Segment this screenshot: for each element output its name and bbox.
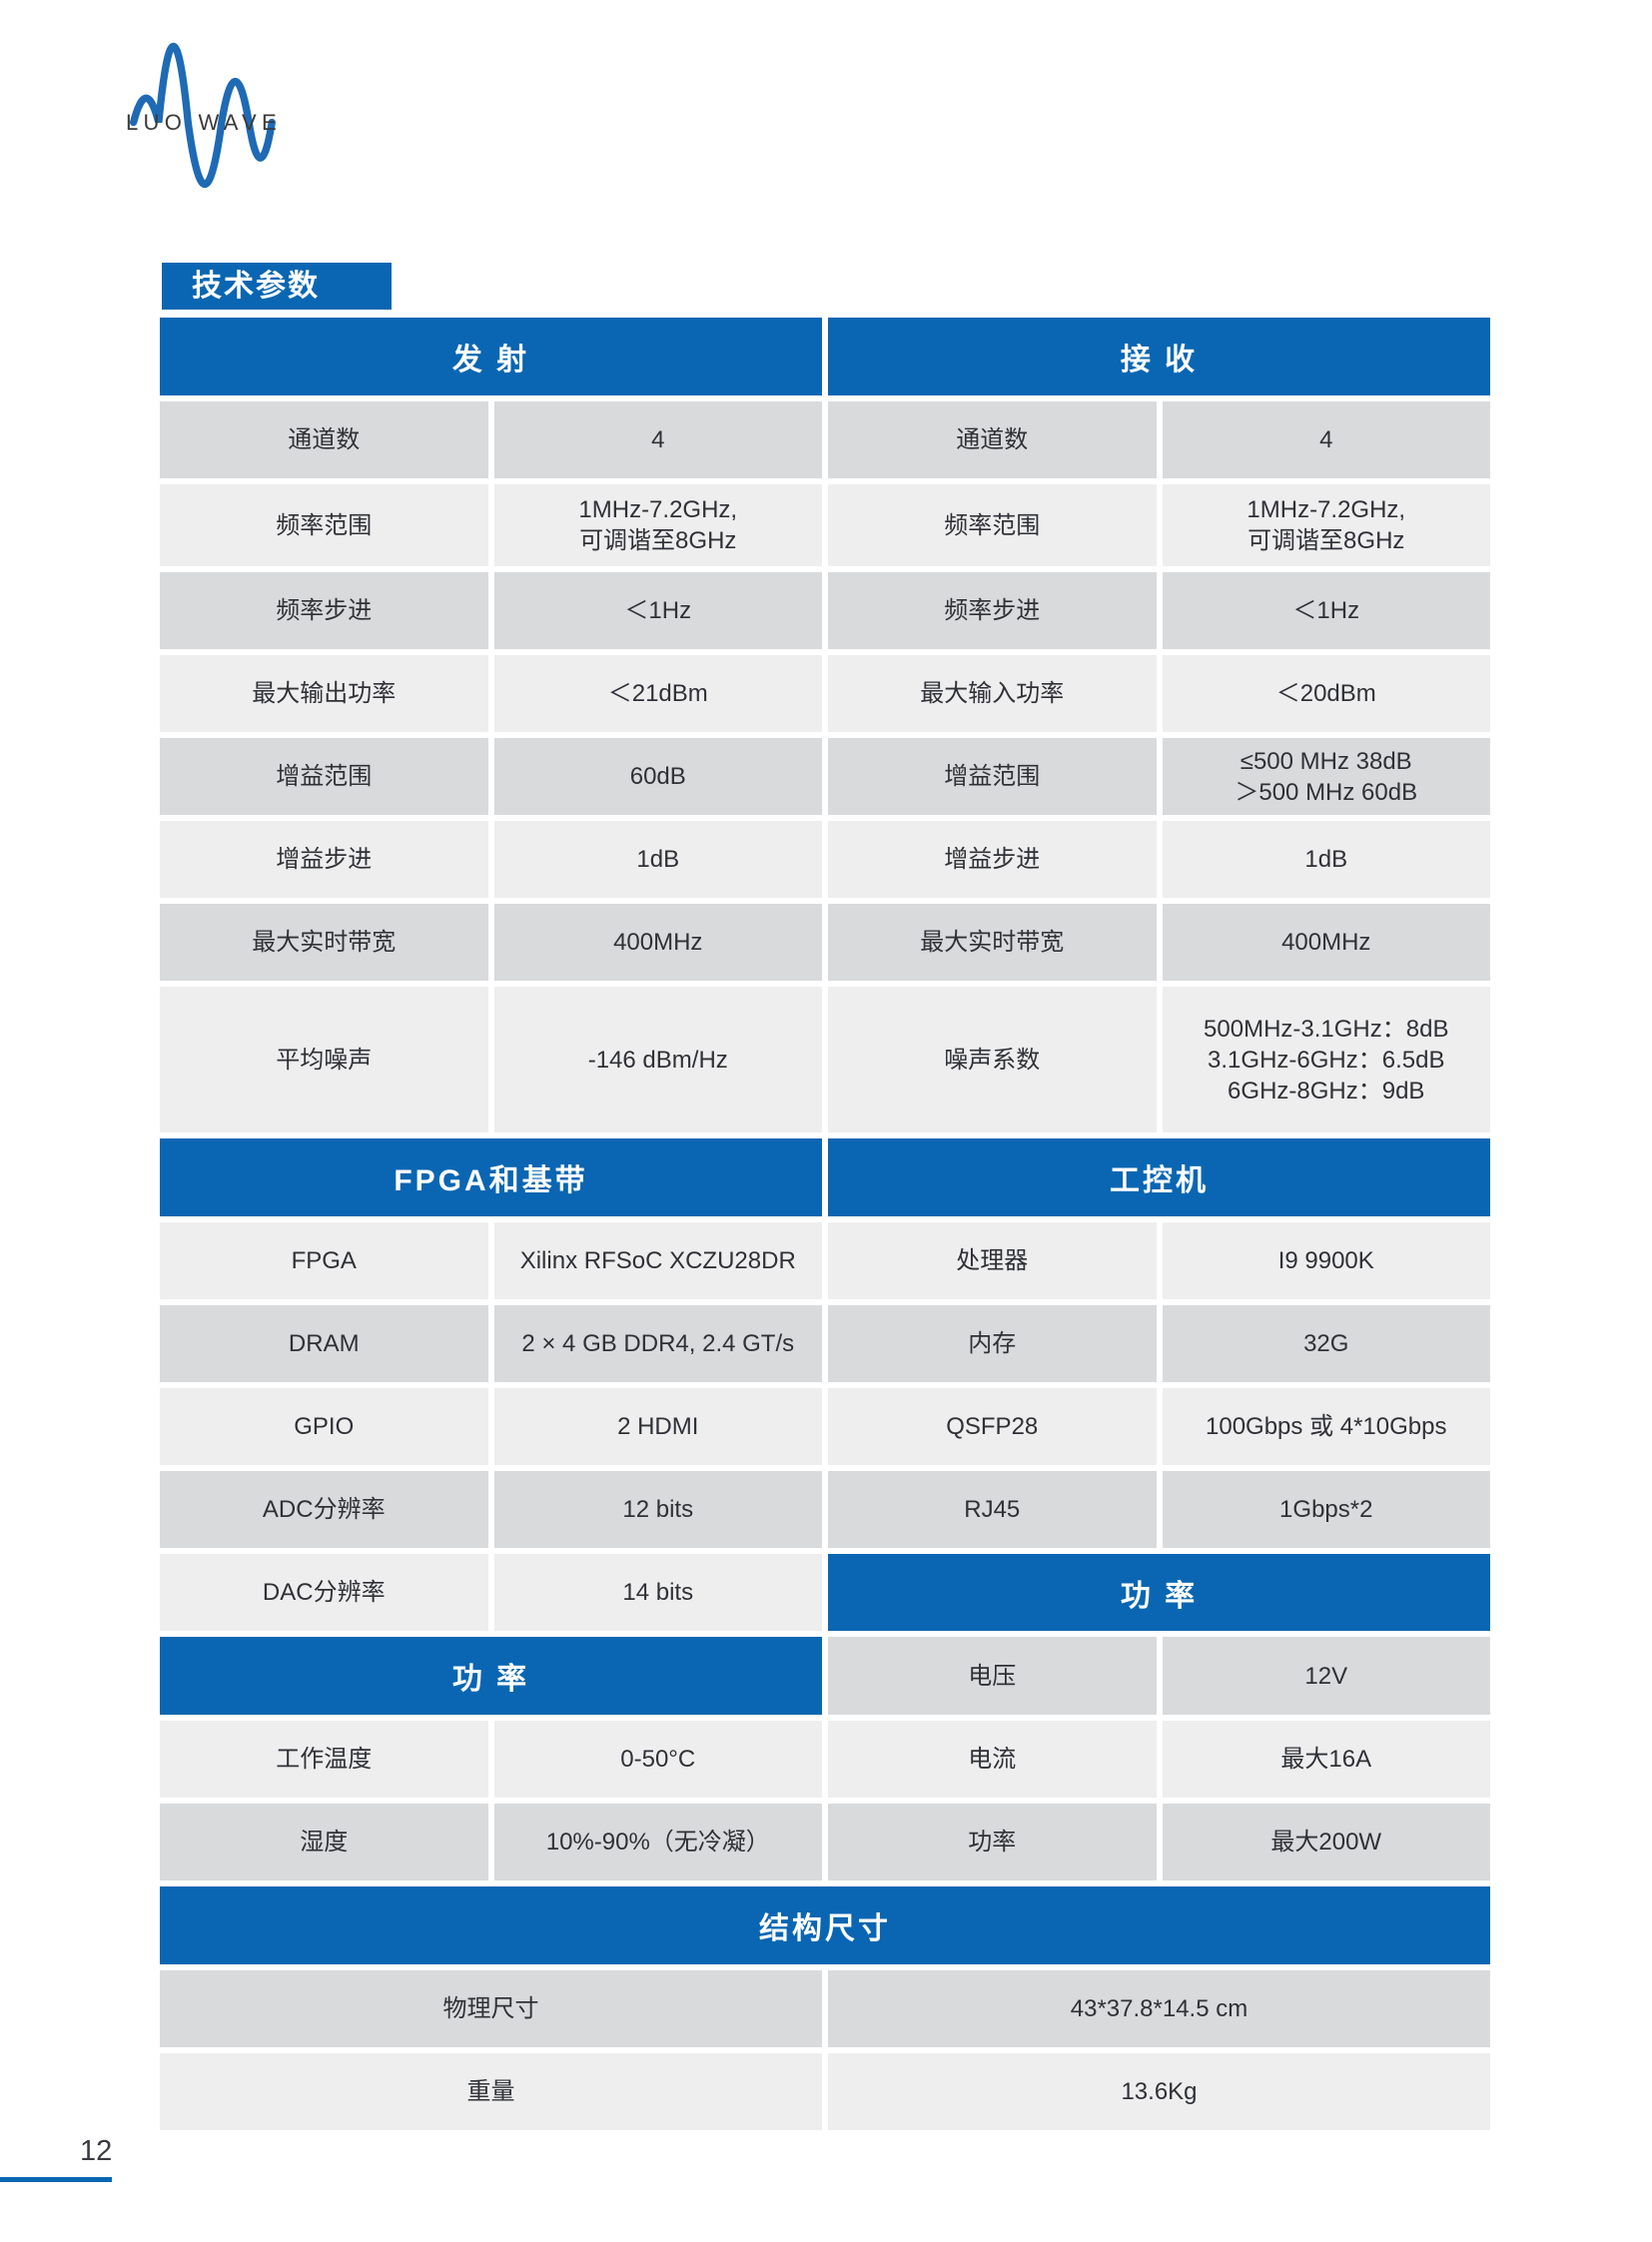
fpga-header: FPGA和基带 [160, 1138, 822, 1216]
spec-label: 功率 [828, 1804, 1157, 1880]
spec-value: 43*37.8*14.5 cm [828, 1970, 1490, 2047]
spec-label: 通道数 [828, 401, 1157, 478]
spec-label: 通道数 [160, 401, 488, 478]
spec-label: 工作温度 [160, 1721, 488, 1798]
spec-value: 12V [1162, 1637, 1490, 1715]
spec-value: ＜1Hz [1162, 572, 1490, 649]
spec-label: 增益范围 [828, 738, 1157, 815]
spec-value: 500MHz-3.1GHz：8dB 3.1GHz-6GHz：6.5dB 6GHz… [1162, 987, 1490, 1132]
env-header: 功 率 [160, 1637, 822, 1715]
spec-label: 增益范围 [160, 738, 488, 815]
spec-value: ＜21dBm [493, 655, 822, 732]
spec-label: 频率步进 [160, 572, 488, 649]
spec-label: 电压 [828, 1637, 1157, 1715]
spec-value: Xilinx RFSoC XCZU28DR [493, 1222, 822, 1299]
spec-label: ADC分辨率 [160, 1471, 488, 1548]
section-title-badge: 技术参数 [162, 263, 392, 310]
spec-value: 32G [1162, 1305, 1490, 1382]
spec-value: I9 9900K [1162, 1222, 1490, 1299]
spec-label: 频率步进 [828, 572, 1157, 649]
spec-value: 4 [493, 401, 822, 478]
power-header: 功 率 [828, 1554, 1490, 1631]
spec-value: 13.6Kg [828, 2053, 1490, 2130]
spec-value: 400MHz [493, 904, 822, 981]
tx-header: 发 射 [160, 318, 822, 395]
spec-value: -146 dBm/Hz [493, 987, 822, 1132]
rx-header: 接 收 [828, 318, 1490, 395]
luowave-logo: LUO WAVE [126, 43, 282, 189]
wave-icon [129, 43, 276, 189]
spec-label: DAC分辨率 [160, 1554, 488, 1631]
spec-label: 频率范围 [828, 484, 1157, 566]
spec-label: DRAM [160, 1305, 488, 1382]
spec-label: 平均噪声 [160, 987, 488, 1132]
spec-value: 4 [1162, 401, 1490, 478]
spec-label: 增益步进 [160, 821, 488, 898]
spec-table: 发 射 接 收 通道数 4 通道数 4 频率范围 1MHz-7.2GHz, 可调… [160, 318, 1490, 2130]
footer-rule [0, 2177, 112, 2182]
spec-value: 1MHz-7.2GHz, 可调谐至8GHz [493, 484, 822, 566]
spec-value: 2 × 4 GB DDR4, 2.4 GT/s [493, 1305, 822, 1382]
spec-label: 处理器 [828, 1222, 1157, 1299]
spec-label: 最大实时带宽 [160, 904, 488, 981]
spec-value: 1Gbps*2 [1162, 1471, 1490, 1548]
logo-wordmark: LUO WAVE [126, 110, 282, 135]
spec-value: 100Gbps 或 4*10Gbps [1162, 1388, 1490, 1465]
spec-value: 12 bits [493, 1471, 822, 1548]
spec-value: 400MHz [1162, 904, 1490, 981]
spec-label: QSFP28 [828, 1388, 1157, 1465]
spec-value: 14 bits [493, 1554, 822, 1631]
spec-value: ≤500 MHz 38dB ＞500 MHz 60dB [1162, 738, 1490, 815]
spec-label: 重量 [160, 2053, 822, 2130]
spec-label: 最大实时带宽 [828, 904, 1157, 981]
spec-value: 1dB [493, 821, 822, 898]
dims-header: 结构尺寸 [160, 1886, 1490, 1964]
spec-label: 电流 [828, 1721, 1157, 1798]
spec-label: RJ45 [828, 1471, 1157, 1548]
spec-label: 频率范围 [160, 484, 488, 566]
spec-value: 2 HDMI [493, 1388, 822, 1465]
spec-value: 最大16A [1162, 1721, 1490, 1798]
spec-label: GPIO [160, 1388, 488, 1465]
spec-label: 增益步进 [828, 821, 1157, 898]
spec-value: ＜1Hz [493, 572, 822, 649]
spec-label: FPGA [160, 1222, 488, 1299]
spec-label: 湿度 [160, 1804, 488, 1880]
spec-value: 1dB [1162, 821, 1490, 898]
spec-value: 10%-90%（无冷凝） [493, 1804, 822, 1880]
spec-value: 最大200W [1162, 1804, 1490, 1880]
spec-label: 最大输入功率 [828, 655, 1157, 732]
spec-value: 1MHz-7.2GHz, 可调谐至8GHz [1162, 484, 1490, 566]
spec-label: 噪声系数 [828, 987, 1157, 1132]
page-number: 12 [80, 2135, 113, 2167]
spec-value: 60dB [493, 738, 822, 815]
spec-label: 最大输出功率 [160, 655, 488, 732]
spec-label: 内存 [828, 1305, 1157, 1382]
spec-value: 0-50°C [493, 1721, 822, 1798]
spec-label: 物理尺寸 [160, 1970, 822, 2047]
spec-value: ＜20dBm [1162, 655, 1490, 732]
ipc-header: 工控机 [828, 1138, 1490, 1216]
